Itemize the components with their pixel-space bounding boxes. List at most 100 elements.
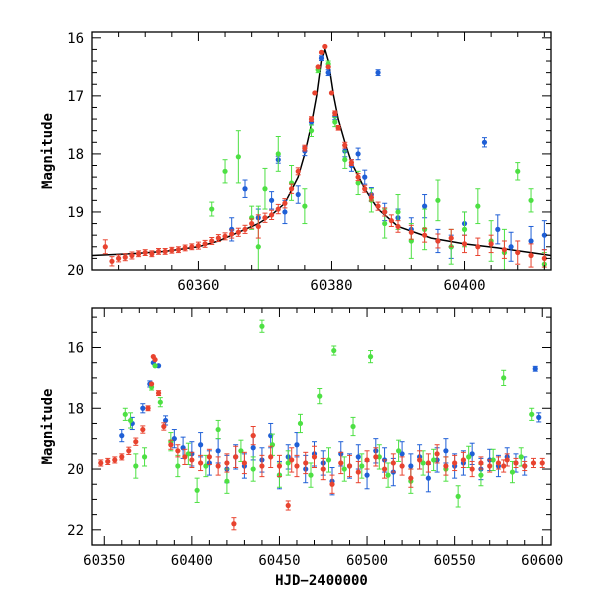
y-axis-label: Magnitude (40, 389, 56, 465)
data-point (466, 454, 472, 460)
data-point (168, 442, 174, 448)
data-point (522, 463, 528, 469)
data-point (422, 232, 428, 238)
data-point (328, 90, 335, 96)
data-point (289, 457, 295, 463)
data-point (259, 323, 265, 329)
data-point (455, 493, 461, 499)
plot-area (92, 43, 551, 270)
data-point (294, 442, 300, 448)
data-point (195, 243, 202, 249)
data-point (229, 231, 235, 237)
data-point (478, 460, 484, 466)
x-tick-label: 60450 (258, 553, 300, 569)
data-point (495, 460, 502, 466)
y-tick-label: 16 (67, 341, 84, 357)
plot-frame (91, 31, 552, 271)
data-point (513, 460, 519, 466)
data-point (122, 254, 128, 260)
data-point (250, 466, 256, 472)
data-point (509, 469, 516, 475)
data-point (242, 226, 248, 232)
data-point (408, 475, 414, 481)
x-tick-label: 60350 (83, 553, 125, 569)
y-axis-label: Magnitude (40, 113, 56, 189)
data-point (359, 463, 365, 469)
data-point (469, 466, 475, 472)
data-point (325, 457, 332, 463)
data-point (350, 423, 356, 430)
y-tick-label: 20 (67, 462, 84, 478)
data-point (420, 460, 426, 466)
data-point (182, 245, 188, 251)
x-tick-label: 60360 (177, 278, 219, 294)
data-point (355, 151, 361, 157)
data-point (105, 458, 111, 465)
data-point (348, 160, 355, 166)
data-point (341, 466, 347, 472)
data-point (241, 460, 248, 466)
data-point (355, 469, 361, 475)
data-point (282, 209, 288, 215)
data-point (255, 244, 261, 250)
data-point (501, 463, 507, 469)
data-point (262, 186, 268, 192)
y-tick-label: 19 (67, 205, 84, 221)
data-point (382, 209, 388, 215)
data-point (342, 142, 348, 148)
data-point (155, 248, 162, 255)
data-point (202, 241, 208, 247)
data-point (119, 454, 125, 460)
data-point (235, 229, 241, 235)
data-point (469, 451, 475, 457)
data-point (325, 70, 331, 76)
data-point (149, 251, 155, 257)
x-tick-label: 60400 (443, 278, 485, 294)
data-point (417, 457, 423, 463)
data-point (541, 232, 547, 238)
data-point (448, 235, 454, 241)
data-point (529, 411, 535, 417)
data-point (375, 203, 381, 209)
data-point (362, 186, 368, 192)
data-point (295, 168, 301, 174)
data-point (302, 145, 308, 151)
data-point (475, 203, 481, 209)
data-point (259, 463, 265, 469)
data-point (331, 347, 337, 354)
data-point (129, 252, 135, 259)
data-point (152, 363, 158, 369)
data-point (255, 223, 261, 230)
data-point (302, 203, 308, 209)
data-point (452, 460, 458, 466)
data-point (490, 457, 496, 463)
data-point (224, 460, 230, 466)
y-tick-label: 16 (67, 31, 84, 47)
data-point (368, 194, 374, 201)
data-point (175, 463, 181, 469)
data-point (189, 244, 195, 250)
data-point (461, 241, 468, 247)
data-point (133, 439, 139, 445)
data-point (297, 420, 304, 427)
data-point (373, 454, 379, 460)
data-point (478, 472, 484, 478)
data-point (504, 457, 510, 463)
data-point (140, 405, 146, 411)
data-point (276, 463, 283, 469)
data-point (329, 481, 335, 487)
y-tick-label: 17 (67, 89, 84, 105)
data-point (155, 390, 162, 396)
data-point (322, 43, 328, 50)
data-point (381, 466, 388, 472)
data-point (435, 197, 441, 203)
data-point (501, 375, 507, 381)
plot-area (98, 319, 545, 531)
data-point (135, 251, 142, 257)
data-point (98, 460, 104, 466)
data-point (460, 457, 467, 463)
data-point (388, 218, 394, 224)
data-point (215, 463, 221, 469)
data-point (222, 233, 228, 239)
